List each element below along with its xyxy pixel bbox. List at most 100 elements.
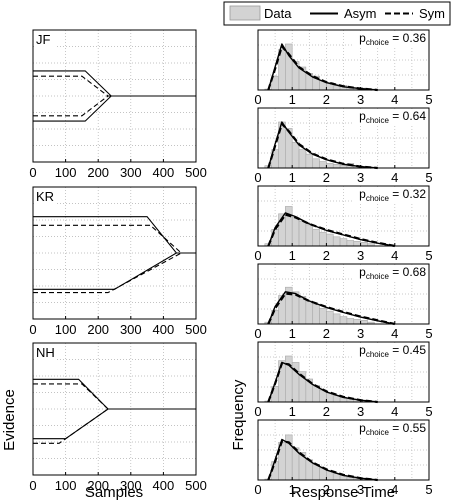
x-tick-label: 1 — [289, 170, 296, 185]
histogram-bar — [360, 242, 368, 247]
series-sym — [33, 224, 196, 254]
p-choice-text: pchoice = 0.55 — [359, 421, 426, 437]
annotation-bg — [353, 265, 428, 281]
left-y-axis-label: Evidence — [1, 389, 18, 451]
x-tick-label: 3 — [357, 170, 364, 185]
histogram-bar — [332, 164, 341, 169]
histogram-bar — [326, 163, 334, 169]
series-sym — [267, 362, 378, 404]
x-tick-label: 4 — [391, 170, 398, 185]
p-choice-annotation: pchoice = 0.55 — [353, 421, 428, 437]
evidence-panel-jf: 0 100 200 300 400 500 JF — [29, 29, 207, 180]
x-tick-label: 200 — [87, 322, 109, 337]
x-tick-label: 4 — [391, 248, 398, 263]
x-tick-label: 4 — [391, 326, 398, 341]
x-tick-label: 3 — [357, 404, 364, 419]
right-x-axis-label: Response Time — [291, 484, 395, 501]
x-tick-label: 1 — [289, 326, 296, 341]
histogram-bar — [332, 313, 341, 325]
x-tick-label: 400 — [153, 322, 175, 337]
x-tick-label: 100 — [55, 322, 77, 337]
subject-label: KR — [36, 189, 54, 204]
histogram-bar — [312, 158, 320, 169]
histogram-bar — [319, 161, 327, 169]
histogram-bar — [298, 220, 307, 247]
x-tick-label: 3 — [357, 248, 364, 263]
axes-frame — [32, 342, 197, 476]
series-sym — [33, 252, 196, 294]
x-tick-label: 3 — [357, 326, 364, 341]
subject-label: NH — [36, 345, 55, 360]
axes-frame — [257, 341, 430, 403]
histogram-bar — [326, 310, 334, 325]
subject-label-bg — [34, 188, 56, 204]
histogram-bar — [291, 141, 300, 169]
legend-swatch-data — [229, 5, 261, 21]
x-tick-label: 200 — [87, 165, 109, 180]
legend-label: Sym — [419, 6, 445, 21]
histogram-bar — [346, 240, 355, 247]
histogram-bar — [298, 149, 307, 169]
x-tick-label: 2 — [323, 482, 330, 497]
annotation-bg — [353, 109, 428, 125]
x-tick-label: 300 — [120, 165, 142, 180]
axes-frame — [257, 263, 430, 325]
series-sym — [33, 75, 196, 97]
series-sym — [267, 292, 396, 326]
annotation-bg — [353, 31, 428, 47]
axes-frame — [32, 186, 197, 320]
p-choice-text: pchoice = 0.64 — [359, 109, 426, 125]
histogram-bar — [353, 241, 361, 247]
legend-entry: Asym — [310, 6, 377, 21]
right-y-axis-label: Frequency — [230, 379, 247, 450]
histogram-bar — [353, 319, 361, 325]
histogram-bar — [291, 217, 300, 247]
rt-panel-nh-1: 0 1 2 3 4 5 pchoice = 0.45 — [254, 341, 433, 419]
subject-label: JF — [36, 32, 51, 47]
x-tick-label: 1 — [289, 404, 296, 419]
p-choice-text: pchoice = 0.45 — [359, 343, 426, 359]
x-tick-label: 2 — [323, 170, 330, 185]
series-sym — [267, 45, 378, 92]
axes-frame — [257, 185, 430, 247]
rt-panel-nh-2: 0 1 2 3 4 5 pchoice = 0.55 — [254, 419, 433, 497]
histogram-bar — [305, 224, 314, 247]
histogram-bar — [312, 304, 320, 325]
legend-label: Data — [264, 6, 292, 21]
x-tick-label: 2 — [323, 248, 330, 263]
axes-frame — [32, 29, 197, 163]
x-tick-label: 4 — [391, 92, 398, 107]
histogram-bar — [339, 316, 348, 325]
histogram-bar — [305, 153, 314, 169]
x-tick-label: 500 — [185, 478, 207, 493]
p-choice-annotation: pchoice = 0.32 — [353, 187, 428, 203]
histogram-bar — [332, 236, 341, 247]
axes-frame — [257, 29, 430, 91]
x-tick-label: 200 — [87, 478, 109, 493]
subject-label-bg — [34, 344, 56, 360]
x-tick-label: 0 — [254, 170, 261, 185]
annotation-bg — [353, 421, 428, 437]
x-tick-label: 1 — [289, 92, 296, 107]
x-tick-label: 0 — [254, 326, 261, 341]
series-sym — [33, 95, 196, 117]
histogram-bar — [360, 320, 368, 325]
x-tick-label: 1 — [289, 248, 296, 263]
histogram-bar — [285, 206, 293, 247]
x-tick-label: 0 — [254, 482, 261, 497]
x-tick-label: 0 — [29, 322, 36, 337]
subject-label-bg — [34, 31, 56, 47]
histogram-bar — [278, 360, 286, 403]
legend-entry: Sym — [385, 6, 445, 21]
evidence-panel-nh: 0 100 200 300 400 500 NH — [29, 342, 207, 493]
x-tick-label: 400 — [153, 165, 175, 180]
p-choice-text: pchoice = 0.32 — [359, 187, 426, 203]
x-tick-label: 0 — [254, 404, 261, 419]
x-tick-label: 0 — [29, 165, 36, 180]
series-asym — [33, 95, 196, 122]
evidence-panel-kr: 0 100 200 300 400 500 KR — [29, 186, 207, 337]
x-tick-label: 1 — [289, 482, 296, 497]
x-tick-label: 0 — [29, 478, 36, 493]
left-x-axis-label: Samples — [85, 484, 143, 501]
